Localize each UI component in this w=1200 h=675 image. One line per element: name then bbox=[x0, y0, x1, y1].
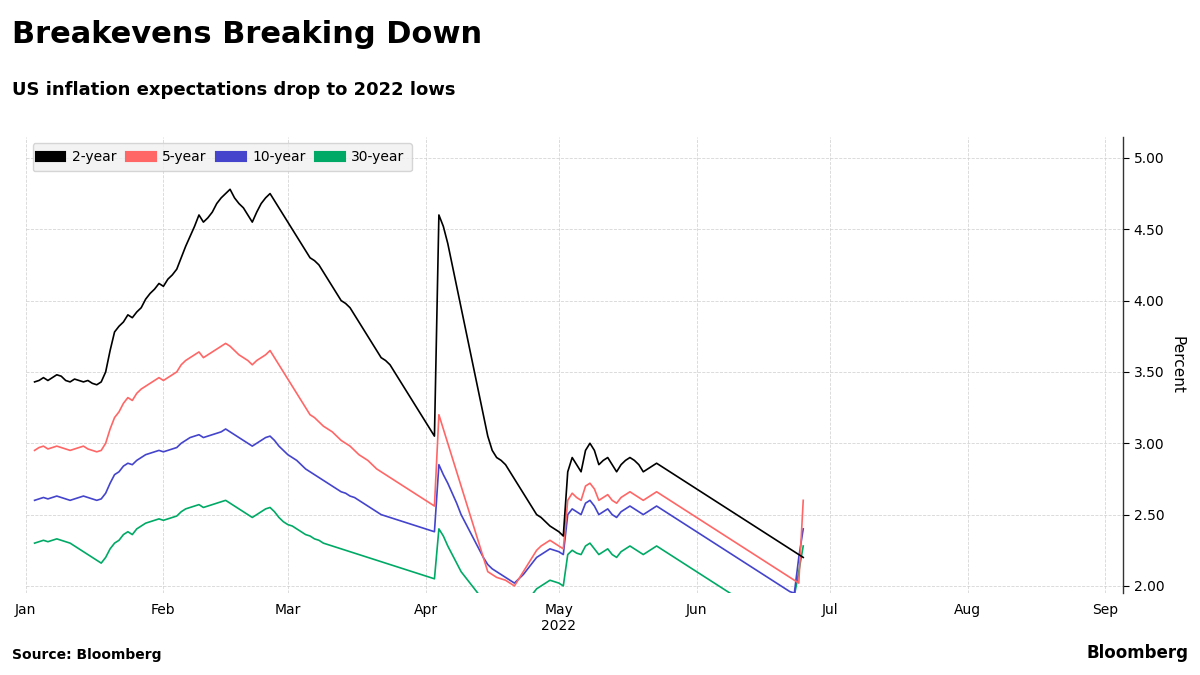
Text: Source: Bloomberg: Source: Bloomberg bbox=[12, 647, 162, 662]
Text: Breakevens Breaking Down: Breakevens Breaking Down bbox=[12, 20, 482, 49]
Text: Bloomberg: Bloomberg bbox=[1086, 643, 1188, 662]
Legend: 2-year, 5-year, 10-year, 30-year: 2-year, 5-year, 10-year, 30-year bbox=[32, 144, 412, 171]
Y-axis label: Percent: Percent bbox=[1170, 336, 1186, 394]
Text: US inflation expectations drop to 2022 lows: US inflation expectations drop to 2022 l… bbox=[12, 81, 456, 99]
